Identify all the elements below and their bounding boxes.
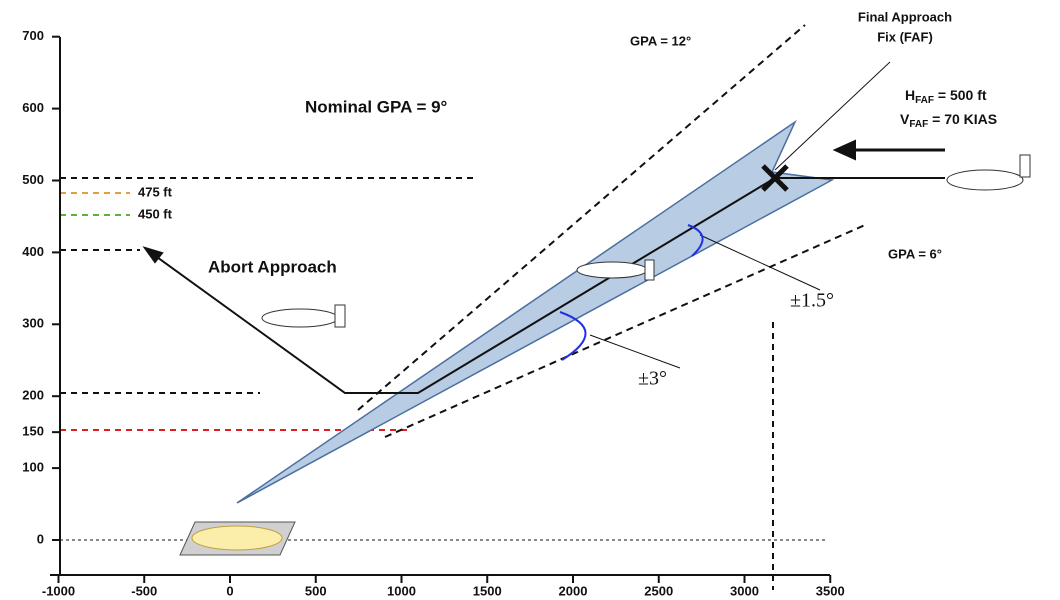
diagram: -1000 -500 0 500 1000 1500 2000 2500 3000 3500 0 10… xyxy=(0,0,1060,600)
faf-speed: VFAF = 70 KIAS xyxy=(900,111,997,130)
x-tick-label: -500 xyxy=(131,583,157,598)
y-tick-label: 150 xyxy=(22,424,44,439)
faf-label: Final Approach xyxy=(858,9,952,24)
y-tick-label: 600 xyxy=(22,100,44,115)
x-tick-label: 2000 xyxy=(559,583,588,598)
y-tick-label: 500 xyxy=(22,172,44,187)
flight-path xyxy=(145,62,945,393)
height-label: 475 ft xyxy=(138,184,173,199)
y-tick-label: 0 xyxy=(37,531,44,546)
y-tick-label: 200 xyxy=(22,388,44,403)
axes xyxy=(50,37,830,575)
x-tick-label: -1000 xyxy=(42,583,75,598)
x-tick-label: 3000 xyxy=(730,583,759,598)
gpa-label: GPA = 6° xyxy=(888,246,942,261)
y-tick-label: 700 xyxy=(22,28,44,43)
pad-circle xyxy=(192,526,282,550)
y-tick-label: 300 xyxy=(22,316,44,331)
x-tick-label: 0 xyxy=(226,583,233,598)
nominal-label: Nominal GPA = 9° xyxy=(305,97,448,116)
tolerance-label: ±3° xyxy=(638,368,667,390)
faf-label: Fix (FAF) xyxy=(877,29,933,44)
y-tick-label: 100 xyxy=(22,460,44,475)
abort-label: Abort Approach xyxy=(208,257,337,276)
tolerance-label: ±1.5° xyxy=(790,290,834,312)
x-tick-label: 3500 xyxy=(816,583,845,598)
y-tick-label: 400 xyxy=(22,244,44,259)
x-tick-label: 500 xyxy=(305,583,327,598)
gpa-label: GPA = 12° xyxy=(630,33,691,48)
x-tick-label: 2500 xyxy=(644,583,673,598)
faf-height: HFAF = 500 ft xyxy=(905,87,987,106)
x-tick-label: 1500 xyxy=(473,583,502,598)
height-label: 450 ft xyxy=(138,206,173,221)
x-tick-label: 1000 xyxy=(387,583,416,598)
